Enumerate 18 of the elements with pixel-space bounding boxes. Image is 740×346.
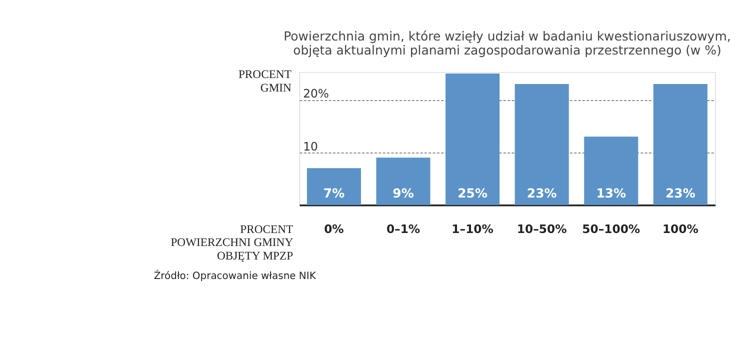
x-tick-label: 100% — [662, 222, 699, 236]
chart-title: Powierzchnia gmin, które wzięły udział w badaniu kwestionariuszowym, objęta aktualnymi planami zagospodarowania przestrzennego (w %) — [284, 28, 731, 58]
data-label: 23% — [665, 185, 696, 200]
y-axis-title: PROCENT GMIN — [238, 68, 292, 94]
x-tick-label: 1–10% — [452, 222, 494, 236]
y-tick-label: 20% — [303, 86, 329, 101]
data-label: 23% — [526, 185, 558, 200]
x-tick-label: 50–100% — [582, 222, 640, 236]
text: Źródło: Opracowanie własne NIK — [154, 268, 316, 282]
x-tick-label: 0% — [324, 222, 344, 236]
y-tick-label: 10 — [303, 139, 318, 154]
data-label: 7% — [323, 185, 346, 200]
data-label: 9% — [392, 185, 414, 200]
x-tick-label: 10–50% — [516, 222, 568, 236]
data-label: 13% — [596, 185, 627, 200]
data-label: 25% — [458, 185, 488, 200]
x-tick-label: 0–1% — [386, 222, 420, 236]
x-axis-title: PROCENT POWIERZCHNI GMINY OBJĘTY MPZP — [170, 222, 294, 262]
